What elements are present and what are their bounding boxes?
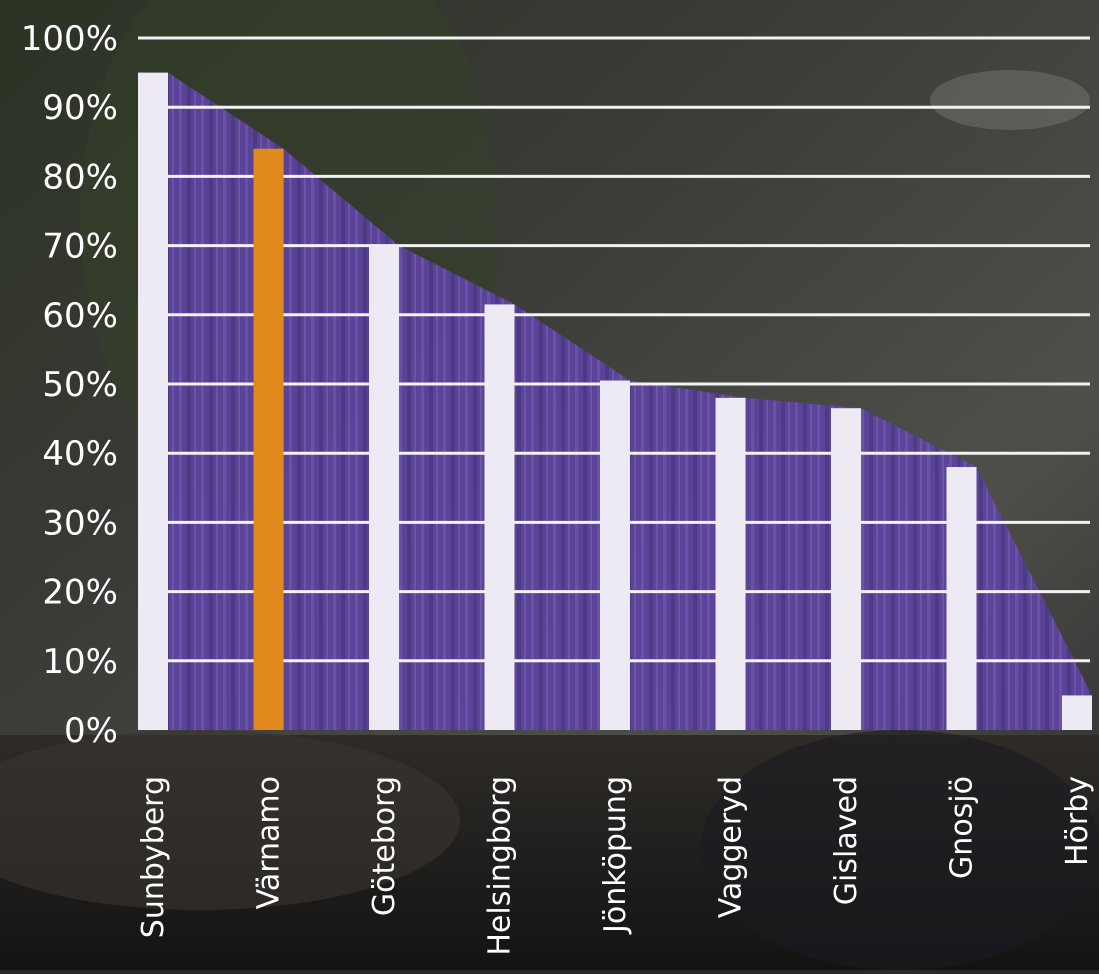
bar-jönköpung: [600, 380, 630, 730]
y-tick-label: 90%: [42, 88, 118, 128]
x-tick-label: Göteborg: [367, 776, 402, 916]
x-tick-label: Hörby: [1060, 776, 1095, 866]
bars: [138, 72, 1092, 731]
bar-hörby: [1062, 695, 1092, 730]
y-tick-label: 80%: [42, 157, 118, 197]
x-tick-label: Jönköpung: [598, 776, 633, 935]
bar-göteborg: [369, 245, 399, 730]
y-tick-label: 30%: [42, 503, 118, 543]
y-tick-label: 70%: [42, 227, 118, 267]
y-tick-label: 60%: [42, 296, 118, 336]
x-tick-label: Vaggeryd: [714, 776, 749, 918]
y-tick-label: 0%: [64, 711, 118, 751]
y-tick-label: 40%: [42, 434, 118, 474]
y-tick-label: 50%: [42, 365, 118, 405]
y-tick-label: 10%: [42, 642, 118, 682]
x-tick-label: Helsingborg: [483, 776, 518, 956]
bar-värnamo: [253, 148, 284, 731]
bar-helsingborg: [484, 304, 515, 730]
x-tick-label: Värnamo: [252, 776, 287, 909]
x-tick-label: Sunbyberg: [136, 776, 171, 938]
y-tick-label: 100%: [21, 19, 118, 59]
y-tick-label: 20%: [42, 573, 118, 613]
bar-gislaved: [831, 408, 861, 730]
bar-vaggeryd: [715, 397, 746, 730]
x-tick-label: Gnosjö: [945, 776, 980, 879]
x-tick-label: Gislaved: [829, 776, 864, 905]
bar-sunbyberg: [138, 72, 168, 731]
y-axis: 0% 10% 20% 30% 40% 50% 60% 70% 80% 90% 100%: [21, 19, 118, 751]
bar-gnosjö: [946, 467, 977, 730]
x-axis: Sunbyberg Värnamo Göteborg Helsingborg Jönkö…: [136, 776, 1095, 956]
